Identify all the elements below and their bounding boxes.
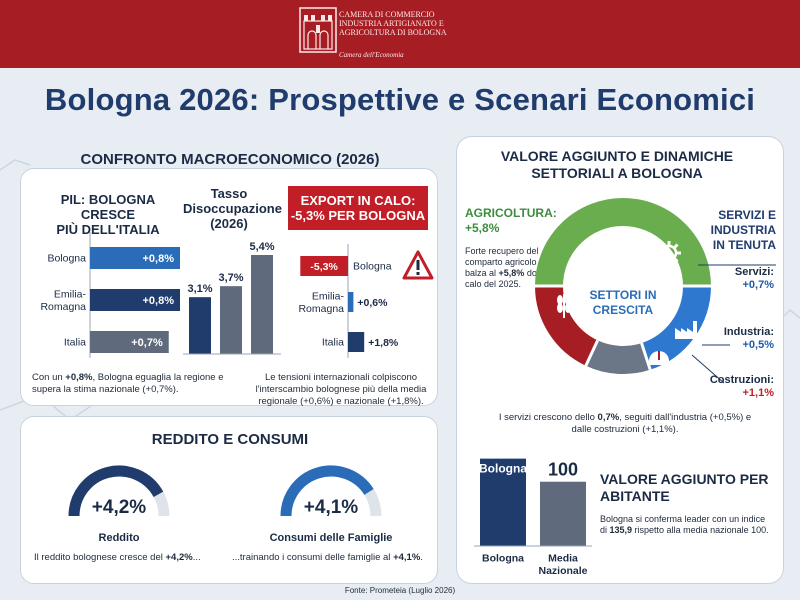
servizi-label: Servizi: +0,7% [734,266,774,291]
donut-gap [640,342,652,371]
consumi-caption: ...trainando i consumi delle famiglie al… [232,552,423,563]
valore-aggiunto-bar [540,481,586,546]
pil-bar [90,247,180,269]
pil-category-label: Romagna [40,301,86,313]
page-title: Bologna 2026: Prospettive e Scenari Econ… [44,82,756,117]
settori-donut-chart [535,198,711,374]
reddito-gauge [68,465,170,517]
export-value-label: -5,3% [310,261,338,273]
pil-value-label: +0,8% [143,253,175,265]
chamber-logo-icon [299,7,337,53]
export-bar [348,332,365,352]
export-chart-title: EXPORT IN CALO: -5,3% PER BOLOGNA [288,186,428,230]
donut-slice [585,340,651,374]
macro-section-title: CONFRONTO MACROECONOMICO (2026) [80,151,380,168]
settori-note: I servizi crescono dello 0,7%, seguiti d… [498,412,752,435]
valore-aggiunto-title: VALORE AGGIUNTO PER ABITANTE [600,471,769,504]
source-note: Fonte: Prometeia (Luglio 2026) [344,586,456,595]
reddito-label: Reddito [98,532,140,544]
industria-label: Industria: +0,5% [723,326,774,351]
reddito-section-title: REDDITO E CONSUMI [151,431,309,448]
gear-icon [657,241,681,265]
export-category-label: Italia [322,337,344,349]
helmet-icon [647,351,671,365]
pil-category-label: Bologna [47,253,86,265]
reddito-caption: Il reddito bolognese cresce del +4,2%... [34,552,201,563]
disoccupazione-bar [251,255,273,354]
pil-category-label: Italia [64,337,86,349]
valore-aggiunto-category-label: Media [548,552,578,564]
donut-slice [535,285,598,366]
agricoltura-heading: AGRICOLTURA: +5,8% [465,206,557,235]
valore-aggiunto-text: Bologna si conferma leader con un indice… [600,514,769,535]
export-value-label: +0,6% [357,297,388,309]
valore-aggiunto-category-label: Bologna [482,553,524,565]
valore-aggiunto-bar [480,458,526,546]
export-category-label: Bologna [353,261,392,273]
export-bar-chart: -5,3% Bologna +0,6% Emilia-Romagna +1,8% Ital… [298,244,399,358]
disoccupazione-bar-chart: 3,1% 3,7% 5,4% [183,241,281,355]
export-value-label: +1,8% [368,337,399,349]
valore-aggiunto-category-label: Nazionale [538,565,587,577]
costruzioni-label: Costruzioni: +1,1% [709,374,774,399]
pil-bar [90,331,169,353]
consumi-value: +4,1% [303,497,359,518]
donut-leader-lines [691,264,776,384]
donut-slice [535,198,711,287]
org-name: CAMERA DI COMMERCIO INDUSTRIA ARTIGIANAT… [339,10,447,37]
disoccupazione-bar [220,286,242,354]
donut-gap [584,339,600,367]
consumi-gauge [280,465,382,517]
consumi-label: Consumi delle Famiglie [269,532,393,544]
disoccupazione-bar [189,297,211,354]
export-bar [348,292,354,312]
pil-value-label: +0,7% [131,337,163,349]
header-bar: CAMERA DI COMMERCIO INDUSTRIA ARTIGIANAT… [0,0,800,68]
pil-bar-chart: +0,8% Bologna +0,8% Emilia-Romagna +0,7% Ital… [40,232,180,358]
org-subtitle: Camera dell'Economia [339,51,404,59]
pil-value-label: +0,8% [143,295,175,307]
settori-section-title: VALORE AGGIUNTO E DINAMICHE SETTORIALI A… [500,148,734,181]
reddito-value: +4,2% [91,497,147,518]
export-category-label: Romagna [298,303,344,315]
disoccupazione-value-label: 5,4% [249,241,274,253]
export-note: Le tensioni internazionali colpiscono l'… [255,372,427,407]
valore-aggiunto-value-label: 100 [548,460,578,480]
export-bar [300,256,348,276]
servizi-industria-heading: SERVIZI E INDUSTRIA IN TENUTA [710,208,776,252]
pil-chart-title: PIL: BOLOGNA CRESCE PIÙ DELL'ITALIA [56,192,160,237]
wheat-icon [557,294,571,318]
factory-icon [675,321,697,339]
pil-bar [90,289,180,311]
pil-category-label: Emilia- [54,288,87,300]
valore-aggiunto-value-label: Bologna [479,462,527,476]
disoccupazione-value-label: 3,1% [187,283,212,295]
donut-center-label: SETTORI IN CRESCITA [589,288,657,317]
warning-icon [402,250,434,280]
export-category-label: Emilia- [312,290,345,302]
disoccupazione-chart-title: Tasso Disoccupazione (2026) [183,186,282,231]
pil-note: Con un +0,8%, Bologna eguaglia la region… [32,372,224,395]
disoccupazione-value-label: 3,7% [218,272,243,284]
